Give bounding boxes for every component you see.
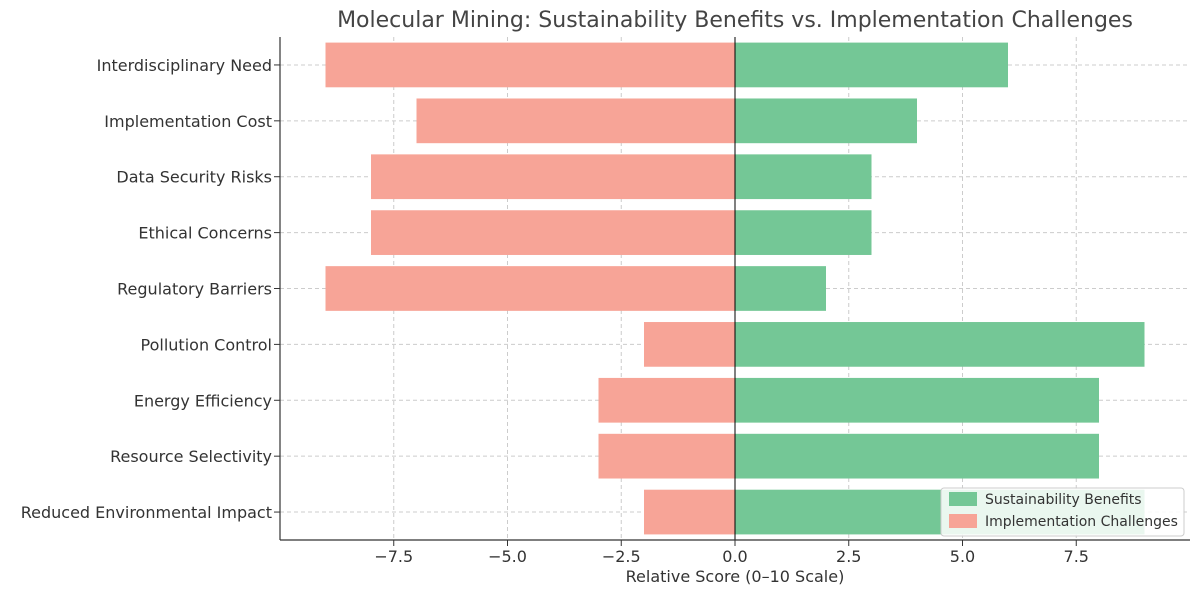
legend-swatch-challenges [949,514,977,528]
y-tick-label: Energy Efficiency [134,391,272,410]
legend: Sustainability Benefits Implementation C… [940,487,1185,537]
y-tick-label: Implementation Cost [104,112,272,131]
y-tick-label: Resource Selectivity [110,447,272,466]
x-tick-label: 5.0 [950,547,975,566]
challenge-bar [325,266,735,311]
benefit-bar [735,98,917,144]
x-tick-label: 7.5 [1064,547,1089,566]
challenge-bar [644,322,735,367]
x-tick-label: −5.0 [488,547,527,566]
x-tick-label: −7.5 [374,547,413,566]
legend-swatch-benefits [949,492,977,506]
benefit-bar [735,42,1008,88]
y-tick-label: Regulatory Barriers [117,280,272,299]
benefit-bar [735,266,826,311]
y-tick-label: Data Security Risks [116,168,272,187]
x-axis-label: Relative Score (0–10 Scale) [626,567,845,586]
challenge-bar [325,42,735,88]
benefit-bar [735,154,872,200]
y-tick-label: Reduced Environmental Impact [21,503,272,522]
x-tick-label: −2.5 [602,547,641,566]
bars [325,42,1145,535]
y-tick-label: Interdisciplinary Need [97,56,272,75]
challenge-bar [371,210,735,255]
challenge-bar [598,433,735,479]
legend-box [940,487,1185,537]
y-tick-label: Pollution Control [141,335,272,354]
chart-title: Molecular Mining: Sustainability Benefit… [337,8,1133,33]
axes [274,37,1190,546]
challenge-bar [644,489,735,535]
y-tick-label: Ethical Concerns [138,224,272,243]
benefit-bar [735,322,1145,367]
benefit-bar [735,210,872,255]
legend-label-challenges: Implementation Challenges [985,514,1178,530]
benefit-bar [735,433,1099,479]
legend-label-benefits: Sustainability Benefits [985,492,1142,508]
benefit-bar [735,377,1099,423]
challenge-bar [416,98,735,144]
x-tick-label: 2.5 [836,547,861,566]
challenge-bar [598,377,735,423]
tick-labels: −7.5 −5.0 −2.5 0.0 2.5 5.0 7.5 Reduced Environm… [21,56,1089,566]
challenge-bar [371,154,735,200]
x-tick-label: 0.0 [722,547,747,566]
